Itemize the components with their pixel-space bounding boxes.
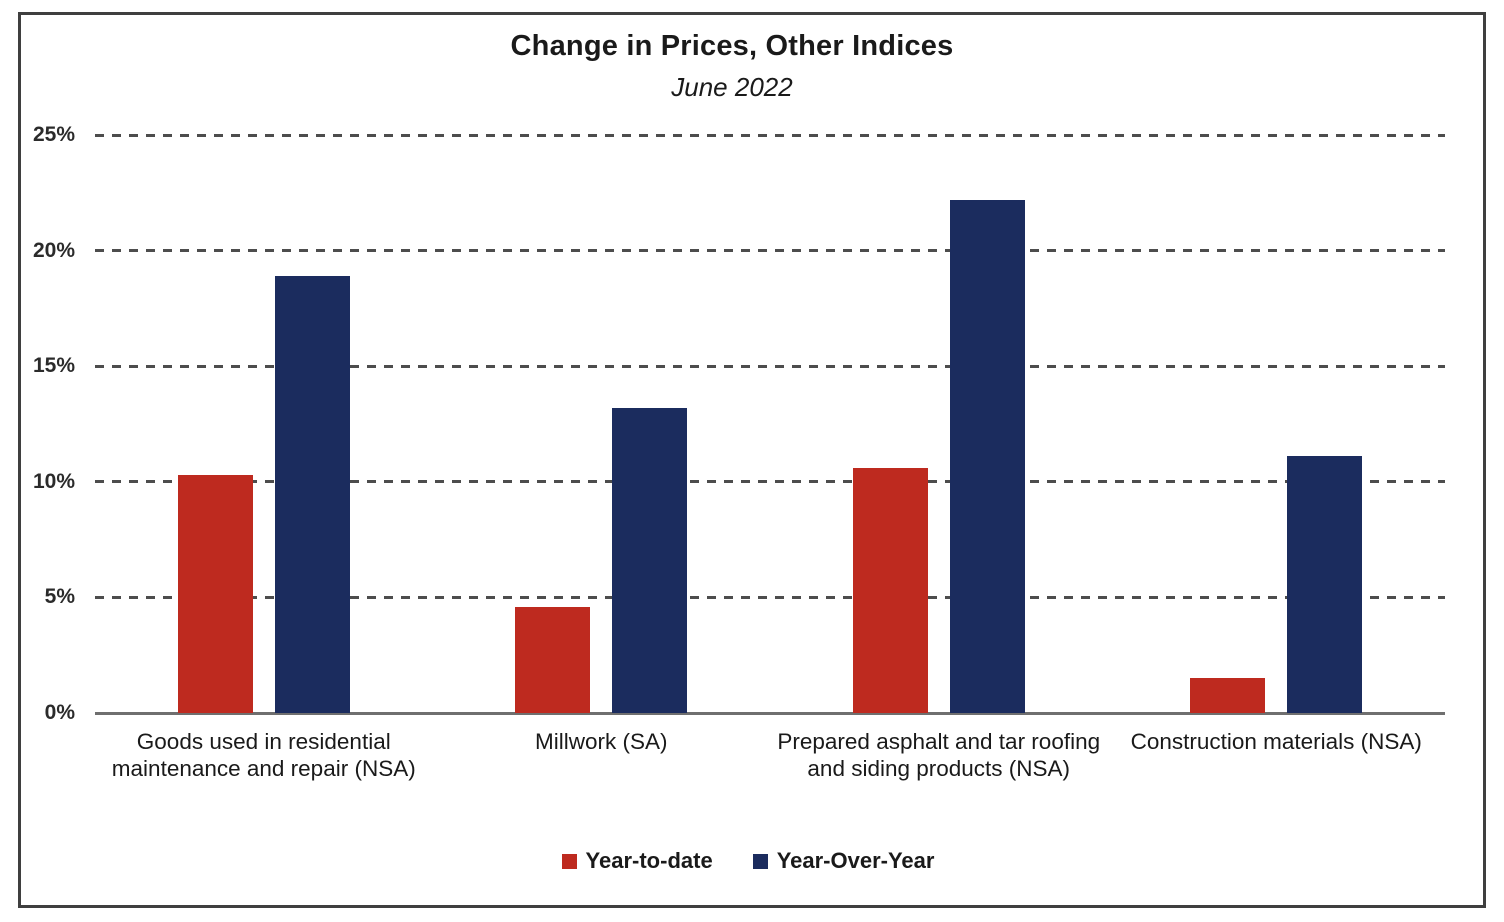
bar-group-2: [515, 407, 688, 713]
gridline-5pct: [95, 595, 1445, 599]
bar-year-to-date: [852, 467, 928, 713]
bar-group-4: [1190, 456, 1363, 713]
gridline-10pct: [95, 480, 1445, 484]
x-category-label-2: Millwork (SA): [535, 729, 668, 754]
y-tick-label-0pct: 0%: [44, 701, 75, 724]
legend-item-year-over-year: Year-Over-Year: [752, 848, 935, 874]
chart-title: Change in Prices, Other Indices: [510, 30, 954, 62]
bar-year-over-year: [274, 276, 350, 713]
y-tick-label-10pct: 10%: [32, 469, 75, 493]
legend-label: Year-Over-Year: [776, 848, 935, 873]
chart-frame: [18, 12, 1486, 908]
y-tick-label-15pct: 15%: [32, 354, 75, 378]
gridline-25pct: [95, 133, 1445, 137]
y-tick-label-25pct: 25%: [32, 123, 75, 146]
x-axis-line: [95, 711, 1445, 715]
x-category-label-1: Goods used in residential maintenance an…: [111, 729, 416, 781]
x-category-label-4: Construction materials (NSA): [1130, 729, 1422, 754]
bar-group-1: [177, 276, 350, 713]
legend: Year-to-date Year-Over-Year: [0, 848, 1496, 874]
bar-year-to-date: [1190, 678, 1266, 713]
y-tick-label-20pct: 20%: [32, 238, 75, 262]
bar-year-to-date: [515, 606, 591, 713]
chart-subtitle: June 2022: [671, 72, 793, 102]
bar-year-to-date: [177, 474, 253, 713]
bar-year-over-year: [612, 407, 688, 713]
bar-year-over-year: [1287, 456, 1363, 713]
gridline-20pct: [95, 249, 1445, 253]
y-tick-label-5pct: 5%: [44, 585, 75, 609]
x-category-label-3: Prepared asphalt and tar roofing and sid…: [777, 729, 1101, 781]
bar-group-3: [852, 199, 1025, 713]
gridline-15pct: [95, 364, 1445, 368]
legend-item-year-to-date: Year-to-date: [561, 848, 713, 874]
legend-label: Year-to-date: [585, 848, 713, 873]
legend-swatch-icon: [752, 853, 768, 869]
bar-year-over-year: [949, 199, 1025, 713]
plot-area: [95, 133, 1445, 715]
legend-swatch-icon: [561, 853, 577, 869]
